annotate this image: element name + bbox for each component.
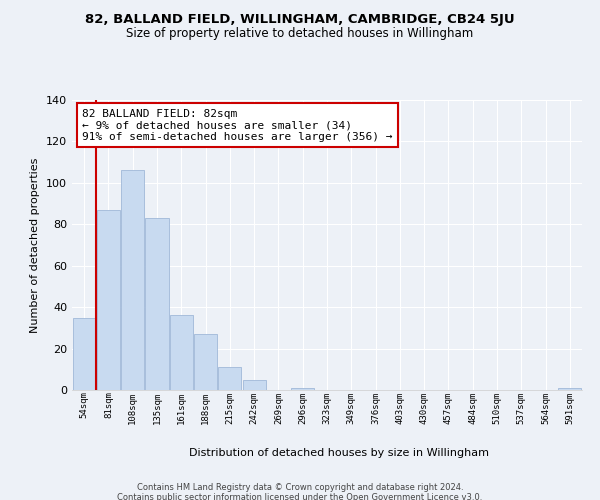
- Y-axis label: Number of detached properties: Number of detached properties: [31, 158, 40, 332]
- Bar: [194, 334, 217, 390]
- Bar: [291, 388, 314, 390]
- Text: Size of property relative to detached houses in Willingham: Size of property relative to detached ho…: [127, 28, 473, 40]
- Text: 82 BALLAND FIELD: 82sqm
← 9% of detached houses are smaller (34)
91% of semi-det: 82 BALLAND FIELD: 82sqm ← 9% of detached…: [82, 108, 392, 142]
- Bar: [121, 170, 144, 390]
- Bar: [97, 210, 120, 390]
- Bar: [559, 388, 581, 390]
- Bar: [242, 380, 266, 390]
- Text: Contains public sector information licensed under the Open Government Licence v3: Contains public sector information licen…: [118, 492, 482, 500]
- Text: 82, BALLAND FIELD, WILLINGHAM, CAMBRIDGE, CB24 5JU: 82, BALLAND FIELD, WILLINGHAM, CAMBRIDGE…: [85, 12, 515, 26]
- Bar: [73, 318, 95, 390]
- Bar: [145, 218, 169, 390]
- Bar: [170, 316, 193, 390]
- Bar: [218, 367, 241, 390]
- Text: Contains HM Land Registry data © Crown copyright and database right 2024.: Contains HM Land Registry data © Crown c…: [137, 482, 463, 492]
- Text: Distribution of detached houses by size in Willingham: Distribution of detached houses by size …: [189, 448, 489, 458]
